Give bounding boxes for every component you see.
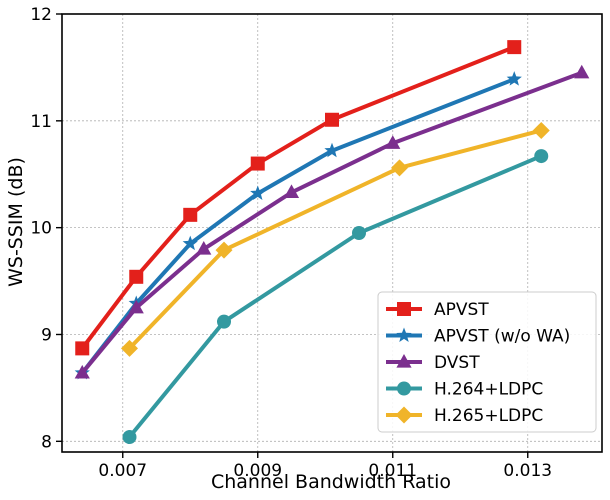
data-point bbox=[574, 64, 590, 79]
series-line bbox=[127, 128, 544, 351]
data-point bbox=[250, 156, 265, 171]
series-line bbox=[127, 154, 544, 440]
legend-swatch-marker bbox=[396, 327, 412, 342]
legend-swatch-marker bbox=[395, 406, 413, 424]
data-point bbox=[128, 299, 144, 314]
data-point bbox=[250, 185, 266, 200]
data-point bbox=[534, 149, 549, 164]
legend-label: H.265+LDPC bbox=[434, 406, 543, 426]
series-0 bbox=[75, 40, 522, 356]
legend-entry: H.264+LDPC bbox=[386, 380, 543, 400]
data-point bbox=[129, 269, 144, 284]
data-point bbox=[215, 241, 233, 259]
legend-entry: APVST (w/o WA) bbox=[386, 327, 570, 347]
data-point bbox=[391, 159, 408, 177]
series-3 bbox=[122, 149, 549, 445]
series-2 bbox=[74, 64, 590, 379]
x-tick-labels: 0.007 0.009 0.011 0.013 bbox=[98, 461, 552, 481]
data-point bbox=[74, 364, 90, 379]
legend-box bbox=[377, 291, 597, 433]
legend-entry: H.265+LDPC bbox=[386, 406, 543, 426]
y-tick-label: 11 bbox=[30, 112, 52, 132]
data-point bbox=[75, 341, 90, 356]
data-point bbox=[532, 121, 550, 139]
legend-swatch-marker bbox=[396, 354, 412, 368]
data-point bbox=[196, 241, 212, 255]
y-tick-labels: 8 9 10 11 12 bbox=[30, 5, 52, 452]
series-4 bbox=[121, 121, 550, 357]
data-point bbox=[324, 142, 340, 158]
x-tick-label: 0.011 bbox=[368, 461, 417, 481]
data-point bbox=[283, 184, 300, 199]
x-axis-label: Channel Bandwidth Ratio bbox=[211, 471, 451, 493]
data-point bbox=[217, 314, 231, 329]
y-tick-label: 8 bbox=[41, 432, 52, 452]
series-line bbox=[80, 77, 517, 375]
data-point bbox=[506, 71, 522, 86]
x-tick-label: 0.007 bbox=[98, 461, 147, 481]
x-tick-label: 0.009 bbox=[233, 461, 282, 481]
data-series bbox=[74, 40, 590, 445]
y-axis-label: WS-SSIM (dB) bbox=[5, 157, 27, 287]
data-point bbox=[352, 226, 366, 240]
series-line bbox=[80, 45, 517, 351]
legend-swatch-marker bbox=[397, 302, 411, 316]
legend-entry: DVST bbox=[386, 353, 480, 373]
data-point bbox=[325, 112, 339, 127]
legend-label: DVST bbox=[434, 353, 480, 373]
legend-label: H.264+LDPC bbox=[434, 380, 543, 400]
x-tick-label: 0.013 bbox=[503, 461, 552, 481]
legend-entry: APVST bbox=[386, 300, 489, 320]
legend: APVST APVST (w/o WA) DVST H.264+LDPC H.265+L… bbox=[377, 291, 597, 433]
data-point bbox=[507, 40, 522, 55]
axes bbox=[56, 13, 603, 458]
plot-frame bbox=[61, 13, 603, 453]
data-point bbox=[122, 430, 137, 445]
legend-label: APVST bbox=[434, 300, 489, 320]
series-line bbox=[80, 70, 584, 375]
data-point bbox=[385, 135, 401, 149]
y-tick-label: 12 bbox=[30, 5, 52, 25]
data-point bbox=[121, 339, 138, 357]
legend-label: APVST (w/o WA) bbox=[434, 327, 570, 347]
y-tick-label: 10 bbox=[30, 219, 52, 239]
data-point bbox=[182, 235, 198, 251]
data-point bbox=[183, 207, 198, 222]
legend-swatch-marker bbox=[397, 381, 411, 396]
y-tick-label: 9 bbox=[41, 325, 52, 345]
